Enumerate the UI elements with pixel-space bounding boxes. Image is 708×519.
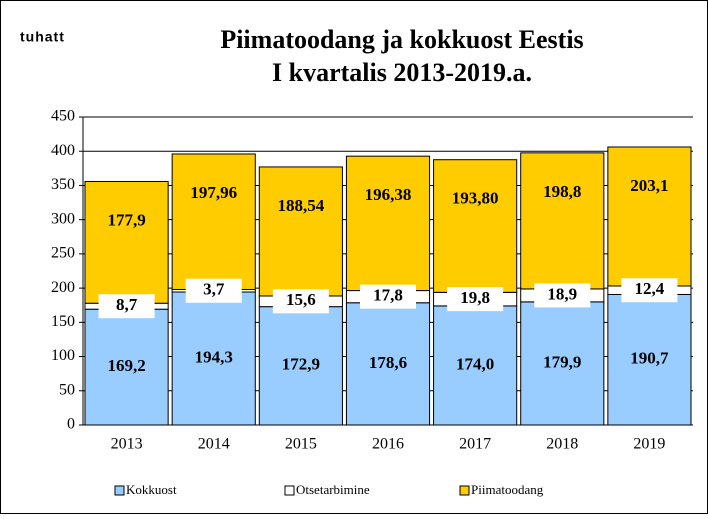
legend-swatch [114,485,125,496]
bar-segment [84,180,169,304]
data-label: 177,9 [107,210,145,229]
label-box [98,294,155,319]
x-tick-label: 2013 [111,436,143,453]
data-label: 3,7 [203,280,225,299]
label-box [621,278,678,303]
y-tick-label: 300 [51,210,75,227]
bar-segment [433,159,518,293]
y-tick-label: 0 [67,416,75,433]
label-box [534,283,591,308]
y-tick-label: 200 [51,279,75,296]
x-tick-label: 2019 [633,436,665,453]
unit-label: tuhatt [20,29,65,45]
legend-label: Piimatoodang [471,482,544,497]
bar-segment [520,152,605,290]
data-label: 18,9 [547,284,577,303]
legend-swatch [459,485,470,496]
data-label: 17,8 [373,286,403,305]
data-label: 198,8 [543,182,581,201]
data-label: 193,80 [452,189,499,208]
legend-label: Kokkuost [126,482,177,497]
bar-segment [84,308,169,426]
data-label: 203,1 [630,176,668,195]
label-box [360,284,416,309]
data-label: 188,54 [277,196,324,215]
data-label: 174,0 [456,354,494,373]
x-tick-label: 2018 [546,436,578,453]
data-label: 194,3 [195,347,233,366]
bar-segment [345,155,431,292]
y-tick-label: 150 [51,313,75,330]
bar-segment [171,291,256,426]
data-label: 197,96 [190,183,237,202]
x-tick-label: 2016 [372,436,404,453]
data-label: 15,6 [286,290,316,309]
y-tick-label: 250 [51,245,75,262]
bar-segment [258,166,343,297]
bar-segment [607,293,692,426]
y-tick-label: 450 [51,108,75,125]
label-box [272,289,329,314]
x-tick-label: 2015 [285,436,317,453]
bar-segment [258,306,343,426]
x-tick-label: 2017 [459,436,491,453]
data-label: 19,8 [460,288,490,307]
y-tick-label: 100 [51,347,75,364]
bar-segment [433,305,518,426]
data-label: 179,9 [543,352,581,371]
data-label: 190,7 [630,349,669,368]
x-tick-label: 2014 [198,436,230,453]
data-label: 8,7 [116,295,138,314]
y-tick-label: 50 [59,381,75,398]
y-tick-label: 350 [51,176,75,193]
data-label: 172,9 [282,355,320,374]
data-label: 12,4 [635,279,665,298]
data-label: 169,2 [107,356,145,375]
data-label: 196,38 [365,185,412,204]
bar-segment [171,153,256,290]
bar-segment [607,146,692,287]
legend-label: Otsetarbimine [296,482,370,497]
chart-title: Piimatoodang ja kokkuost Eestis [220,25,583,54]
legend-swatch [284,485,295,496]
label-box [447,287,504,312]
data-label: 178,6 [369,353,407,372]
chart-title: I kvartalis 2013-2019.a. [272,58,532,87]
label-box [185,278,242,303]
y-tick-label: 400 [51,142,75,159]
